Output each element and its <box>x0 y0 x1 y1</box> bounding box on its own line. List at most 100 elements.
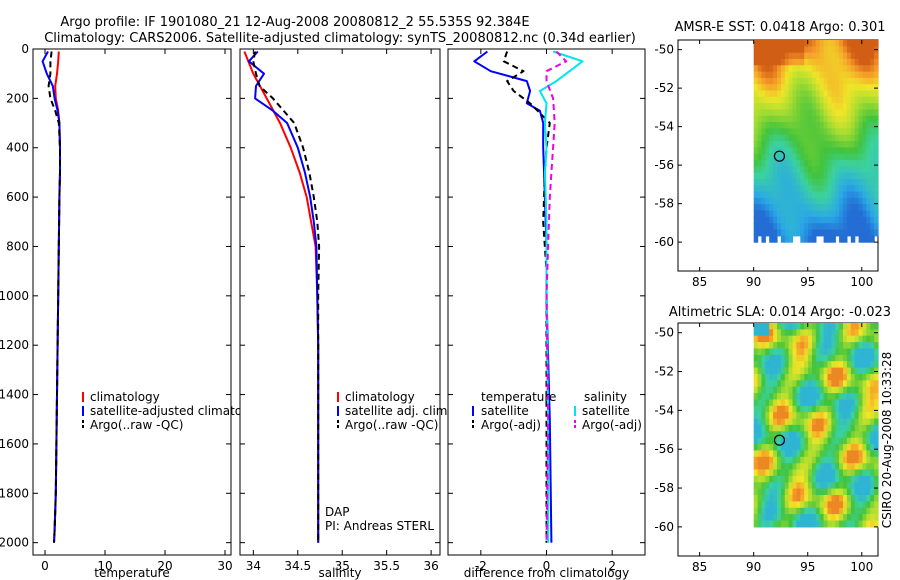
sst_map-cell <box>800 109 805 117</box>
sla_map-cell <box>815 520 821 528</box>
sla_map-cell <box>804 507 809 515</box>
sla_map-cell <box>773 354 778 362</box>
sst_map-cell <box>874 71 879 79</box>
sst_map-cell <box>757 204 763 212</box>
sst_map-cell <box>854 90 860 98</box>
sst_map-cell <box>753 103 759 111</box>
sst_map-cell <box>862 109 867 117</box>
sla_map-cell <box>846 418 852 426</box>
sla_map-cell <box>850 367 856 375</box>
sst_map-cell <box>788 84 794 92</box>
sla_map-cell <box>839 495 844 502</box>
sst_map-cell <box>761 229 766 237</box>
sst_map-cell <box>831 235 836 243</box>
sst_map-cell <box>843 160 848 167</box>
sla_map-cell <box>866 342 871 350</box>
sst_map-cell <box>862 179 867 186</box>
sla_map-cell <box>773 437 778 445</box>
sst_map-cell <box>777 141 782 148</box>
difference-series-group <box>473 50 584 543</box>
sla_map-cell <box>843 450 848 458</box>
sst_map-cell <box>812 235 817 243</box>
sst_map-cell <box>835 40 840 47</box>
sst_map-cell <box>769 229 774 237</box>
sla_map-cell <box>858 380 864 388</box>
difference-series-salinity-argo-adj- <box>545 50 568 543</box>
salinity-xtick-label: 34.5 <box>284 559 311 573</box>
sst_map-cell <box>819 71 825 79</box>
sst_map-cell <box>804 172 809 180</box>
sla_map-cell <box>843 463 848 471</box>
sst_map-cell <box>843 84 848 92</box>
sla_map-cell <box>765 463 770 471</box>
sla_map-cell <box>812 514 817 522</box>
sst_map-cell <box>796 229 801 237</box>
sla_map-cell <box>777 412 782 420</box>
sla_map-cell <box>843 418 848 426</box>
sla_map-cell <box>870 335 875 343</box>
sst_map-cell <box>812 58 817 66</box>
sst_map-cell <box>761 109 766 117</box>
sst_map-cell <box>866 166 871 174</box>
sla_map-cell <box>777 488 782 496</box>
sst_map-cell <box>843 58 848 66</box>
sst_map-cell <box>874 153 879 161</box>
sla_map-cell <box>831 354 836 362</box>
temperature-xtick-label: 20 <box>157 559 172 573</box>
sla_map-cell <box>769 323 774 330</box>
depth-tick-label: 600 <box>6 190 29 204</box>
sla_map-cell <box>777 405 782 413</box>
sst_map-cell <box>804 141 809 148</box>
sst_map-cell <box>784 96 790 104</box>
sst_map-cell <box>753 204 759 212</box>
sla_map-cell <box>823 456 829 464</box>
sla_map-cell <box>870 323 875 330</box>
sla_map-cell <box>761 444 766 452</box>
sla_map-cell <box>835 444 840 452</box>
sst_map-cell <box>792 65 797 73</box>
sst_map-cell <box>784 90 790 98</box>
sst_map-cell <box>812 172 817 180</box>
sla_map-cell <box>800 431 805 439</box>
sla_map-cell <box>765 507 770 515</box>
sla_map-cell <box>796 475 801 483</box>
sla_map-cell <box>827 386 832 394</box>
sst_map-cell <box>854 52 860 60</box>
sst_map-cell <box>827 185 832 193</box>
sst_map-cell <box>819 40 825 47</box>
sst_map-cell <box>858 58 864 66</box>
sst_map-cell <box>777 58 782 66</box>
sst_map-cell <box>874 65 879 73</box>
sst_map-cell <box>858 141 864 148</box>
sla_map-cell <box>757 501 763 509</box>
sla_map-cell <box>846 348 852 356</box>
sla_map-cell <box>862 475 867 483</box>
sst_map-title: AMSR-E SST: 0.0418 Argo: 0.301 <box>675 20 886 35</box>
sla_map-cell <box>765 386 770 394</box>
sla_map-cell <box>835 469 840 477</box>
sst_map-cell <box>773 216 778 224</box>
sst_map-cell <box>753 223 759 231</box>
sst_map-cell <box>843 52 848 60</box>
sla_map-cell <box>812 437 817 445</box>
sla_map-cell <box>823 507 829 515</box>
sla_map-cell <box>808 514 813 522</box>
sst_map-cell <box>800 115 805 123</box>
sla_map-cell <box>784 348 790 356</box>
legend-entry: satellite-adjusted climatology <box>90 404 268 418</box>
sst_map-cell <box>765 223 770 231</box>
sla_map-cell <box>854 380 860 388</box>
sla_map-cell <box>788 335 794 343</box>
sst_map-cell <box>850 71 856 79</box>
difference-xlabel: difference from climatology <box>464 566 630 580</box>
sla_map-cell <box>804 342 809 350</box>
sla_map-cell <box>827 463 832 471</box>
sst_map-cell <box>769 160 774 167</box>
sst_map-cell <box>866 46 871 54</box>
sla_map-cell <box>804 329 809 337</box>
sla_map-cell <box>862 323 867 330</box>
sla_map-cell <box>800 463 805 471</box>
sst_map-cell <box>866 216 871 224</box>
sst_map-cell <box>862 115 867 123</box>
